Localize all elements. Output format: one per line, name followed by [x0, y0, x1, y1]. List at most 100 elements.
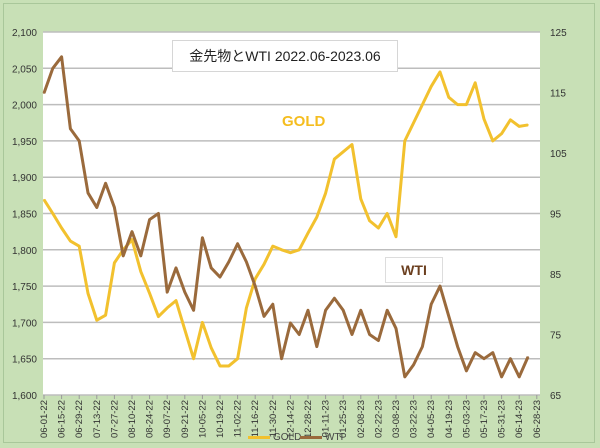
left-axis-tick-label: 1,950 — [12, 137, 37, 148]
data-point-gold — [96, 319, 98, 322]
data-point-wti — [236, 242, 239, 245]
right-axis-tick-label: 105 — [550, 149, 567, 160]
data-point-gold — [404, 140, 406, 142]
data-point-gold — [43, 198, 45, 201]
data-point-wti — [96, 206, 98, 209]
legend-label-gold: GOLD — [273, 432, 302, 443]
x-axis-tick-label: 01-11-23 — [321, 400, 332, 437]
data-point-wti — [69, 128, 72, 130]
data-point-wti — [280, 357, 283, 360]
x-axis-tick-label: 06-01-22 — [39, 400, 50, 438]
data-point-wti — [263, 315, 265, 318]
data-point-wti — [421, 345, 424, 348]
data-point-gold — [157, 315, 160, 318]
data-point-gold — [52, 212, 54, 215]
data-point-wti — [527, 356, 529, 358]
x-axis-tick-label: 01-25-23 — [338, 400, 349, 438]
data-point-wti — [448, 315, 450, 318]
data-point-wti — [386, 309, 389, 312]
right-axis-tick-label: 85 — [550, 270, 562, 281]
x-axis-tick-label: 03-08-23 — [391, 400, 402, 438]
x-axis-tick-label: 05-31-23 — [497, 400, 508, 438]
legend-label-wti: WTI — [325, 432, 344, 443]
left-axis-tick-label: 2,100 — [12, 28, 37, 39]
data-point-wti — [228, 261, 230, 263]
legend-item-gold: GOLD — [248, 432, 301, 443]
data-point-gold — [210, 347, 212, 349]
data-point-gold — [166, 307, 168, 309]
data-point-gold — [324, 192, 327, 194]
data-point-wti — [368, 333, 371, 336]
data-point-wti — [509, 357, 512, 360]
data-point-wti — [324, 309, 327, 312]
data-point-wti — [52, 67, 54, 70]
data-point-gold — [140, 270, 142, 273]
data-point-wti — [140, 255, 142, 257]
x-axis-tick-label: 03-22-23 — [409, 400, 420, 438]
data-point-gold — [386, 212, 389, 215]
data-point-wti — [210, 267, 212, 269]
data-point-gold — [368, 219, 371, 222]
data-point-gold — [377, 227, 380, 229]
x-axis-tick-label: 06-29-22 — [74, 400, 85, 438]
data-point-gold — [236, 357, 239, 360]
data-point-gold — [316, 216, 318, 218]
data-point-wti — [254, 285, 256, 287]
data-point-wti — [298, 333, 301, 336]
data-point-wti — [43, 92, 45, 94]
left-axis-tick-label: 1,900 — [12, 173, 37, 184]
x-axis-tick-label: 06-28-23 — [532, 400, 543, 438]
series-line-wti — [42, 55, 530, 379]
x-axis-tick-label: 07-27-22 — [109, 400, 120, 438]
data-point-gold — [500, 132, 503, 135]
data-point-wti — [166, 291, 168, 293]
data-point-gold — [492, 140, 494, 142]
left-axis-tick-label: 1,600 — [12, 391, 37, 402]
left-axis-tick-label: 2,050 — [12, 64, 37, 75]
data-point-gold — [412, 121, 415, 124]
legend-swatch-wti — [300, 436, 322, 439]
data-point-gold — [342, 150, 345, 153]
data-point-wti — [456, 345, 459, 348]
x-axis-tick-label: 05-17-23 — [479, 400, 490, 438]
data-point-gold — [483, 118, 485, 120]
right-axis-tick-label: 125 — [550, 28, 567, 39]
x-axis-tick-label: 02-22-23 — [373, 400, 384, 438]
data-point-gold — [439, 71, 441, 73]
right-axis-tick-label: 75 — [550, 331, 562, 342]
data-point-wti — [430, 303, 433, 306]
data-point-gold — [351, 143, 353, 146]
data-point-wti — [201, 236, 204, 239]
data-point-wti — [87, 192, 89, 194]
data-point-gold — [360, 198, 362, 200]
right-axis-tick-label: 115 — [550, 89, 566, 100]
data-point-gold — [201, 321, 204, 324]
data-point-wti — [245, 261, 248, 263]
x-axis-tick-label: 08-10-22 — [127, 400, 138, 438]
left-axis-tick-label: 1,700 — [12, 318, 37, 329]
data-point-wti — [465, 370, 468, 372]
x-axis-tick-label: 10-05-22 — [197, 400, 208, 438]
data-point-gold — [184, 328, 186, 331]
data-point-gold — [87, 292, 89, 295]
chart-frame — [3, 3, 595, 443]
data-point-gold — [113, 262, 116, 264]
data-point-gold — [289, 251, 292, 254]
x-axis-tick-label: 09-07-22 — [162, 400, 173, 438]
data-point-gold — [527, 124, 529, 126]
chart-title: 金先物とWTI 2022.06-2023.06 — [172, 40, 398, 72]
data-point-gold — [69, 240, 72, 242]
data-point-gold — [228, 365, 230, 367]
x-axis-tick-label: 10-19-22 — [215, 400, 226, 438]
data-point-wti — [272, 303, 274, 306]
data-point-wti — [395, 327, 397, 330]
data-point-gold — [421, 103, 424, 106]
data-point-gold — [474, 82, 477, 84]
data-point-gold — [272, 245, 274, 247]
data-point-wti — [307, 309, 309, 312]
data-point-wti — [518, 376, 520, 378]
data-point-wti — [500, 376, 503, 378]
legend-swatch-gold — [248, 436, 270, 439]
data-point-wti — [192, 309, 195, 312]
data-point-wti — [60, 56, 63, 58]
